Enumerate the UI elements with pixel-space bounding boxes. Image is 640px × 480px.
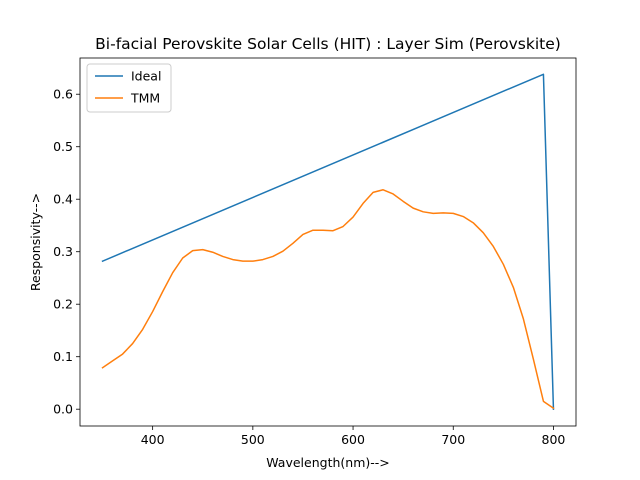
y-tick-label-5: 0.5 <box>53 139 73 154</box>
chart-title: Bi-facial Perovskite Solar Cells (HIT) :… <box>95 35 561 53</box>
x-tick-label-800: 800 <box>542 432 566 447</box>
legend-label-tmm: TMM <box>130 91 160 106</box>
y-tick-label-4: 0.4 <box>53 192 73 207</box>
y-axis: 0.0 0.1 0.2 0.3 0.4 0.5 0.6 <box>53 87 80 417</box>
x-tick-label-400: 400 <box>141 432 165 447</box>
legend: Ideal TMM <box>86 63 172 113</box>
y-tick-label-1: 0.1 <box>53 349 73 364</box>
x-tick-label-600: 600 <box>341 432 365 447</box>
x-axis: 400 500 600 700 800 <box>141 426 566 447</box>
x-tick-label-500: 500 <box>241 432 265 447</box>
plot-area <box>79 57 577 427</box>
x-tick-label-700: 700 <box>441 432 465 447</box>
y-tick-label-0: 0.0 <box>53 402 73 417</box>
y-axis-label: Responsivity--> <box>28 193 43 291</box>
legend-label-ideal: Ideal <box>131 69 161 84</box>
series-line-ideal <box>101 73 555 410</box>
x-axis-label: Wavelength(nm)--> <box>266 455 390 470</box>
y-tick-label-3: 0.3 <box>53 244 73 259</box>
series-line-tmm <box>101 189 555 410</box>
plot-frame <box>79 57 577 427</box>
y-tick-label-2: 0.2 <box>53 297 73 312</box>
y-tick-label-6: 0.6 <box>53 87 73 102</box>
